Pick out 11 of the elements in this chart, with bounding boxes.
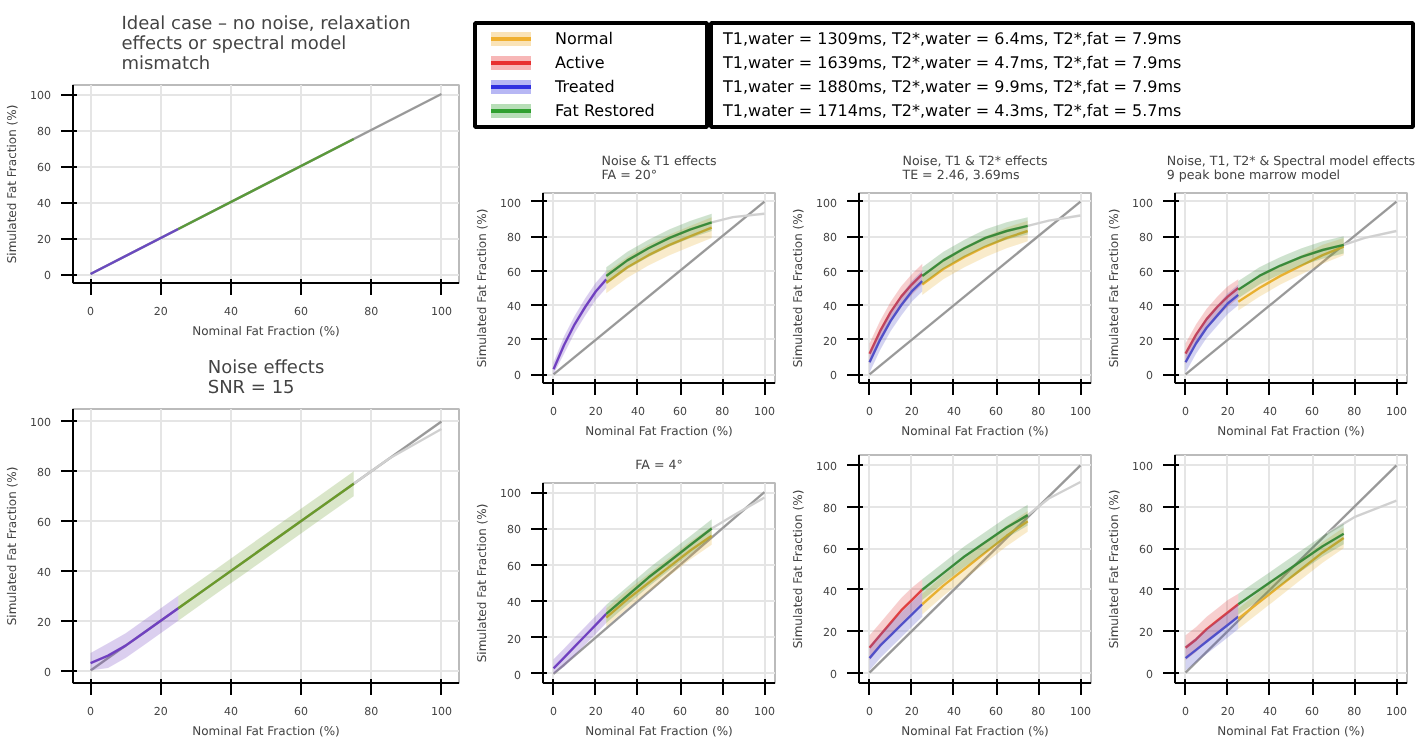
text: T1,water = 1309ms, T2*,water = 6.4ms, T2*,fat = 7.9ms [721,30,1182,48]
text: T1,water = 1639ms, T2*,water = 4.7ms, T2*,fat = 7.9ms [721,54,1182,72]
category-label: Normal [555,30,613,48]
chart-title: Noise effects [207,359,325,379]
text: T1,water = 1714ms, T2*,water = 4.3ms, T2*,fat = 5.7ms [721,102,1182,120]
chart-subtitle: SNR = 15 [207,379,295,399]
chart-title: Ideal case – no noise, relaxation effects or spectral model mismatch [121,15,411,75]
category-label: Treated [553,78,615,96]
category-label: Active [555,54,605,72]
text: T1,water = 1880ms, T2*,water = 9.9ms, T2*,fat = 7.9ms [721,78,1182,96]
category-label: Fat Restored [555,102,655,120]
